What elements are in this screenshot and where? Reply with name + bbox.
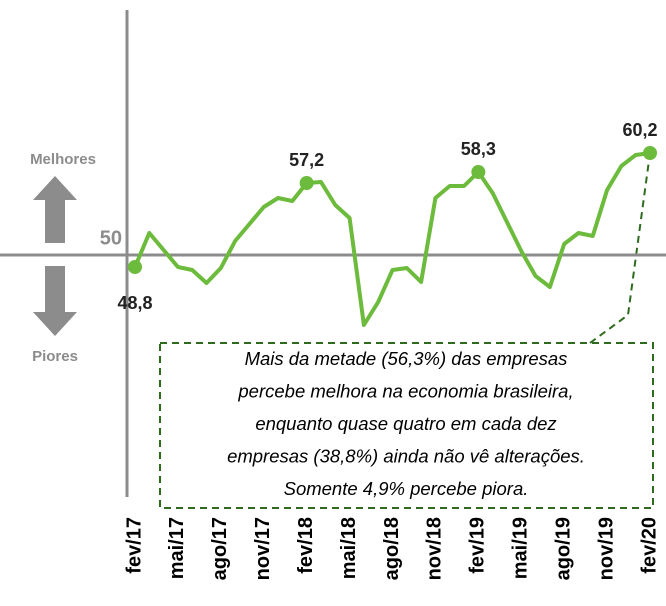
up-arrow bbox=[33, 176, 77, 243]
marker bbox=[643, 146, 657, 160]
x-tick-label: fev/17 bbox=[123, 517, 145, 574]
x-tick-label: mai/18 bbox=[338, 517, 360, 579]
y-tick-label: 50 bbox=[100, 227, 122, 249]
line bbox=[133, 151, 651, 327]
x-tick-label: fev/20 bbox=[638, 517, 660, 574]
value-label: 48,8 bbox=[117, 293, 152, 313]
annotation-text: empresas (38,8%) ainda não vê alterações… bbox=[227, 445, 585, 466]
annotation-text: percebe melhora na economia brasileira, bbox=[237, 380, 573, 401]
up-label: Melhores bbox=[30, 151, 96, 168]
annotation-text: enquanto quase quatro em cada dez bbox=[255, 413, 556, 434]
x-tick-label: mai/17 bbox=[166, 517, 188, 579]
x-tick-label: ago/17 bbox=[209, 517, 231, 580]
marker bbox=[128, 260, 142, 274]
x-tick-label: ago/18 bbox=[381, 517, 403, 580]
value-label: 57,2 bbox=[289, 150, 324, 170]
x-tick-label: ago/19 bbox=[552, 517, 574, 580]
x-tick-label: mai/19 bbox=[510, 517, 532, 579]
down-arrow bbox=[33, 266, 77, 336]
x-tick-label: fev/18 bbox=[295, 517, 317, 574]
x-tick-label: nov/18 bbox=[424, 517, 446, 580]
marker bbox=[471, 165, 486, 179]
x-tick-label: nov/19 bbox=[595, 517, 617, 580]
x-tick-label: fev/19 bbox=[467, 517, 489, 574]
annotation-box bbox=[159, 342, 654, 509]
x-tick-label: nov/17 bbox=[252, 517, 274, 580]
annotation-text: Mais da metade (56,3%) das empresas bbox=[245, 348, 568, 369]
value-label: 58,3 bbox=[461, 139, 496, 159]
down-label: Piores bbox=[32, 348, 78, 365]
value-label: 60,2 bbox=[622, 120, 657, 140]
annotation-text: Somente 4,9% percebe piora. bbox=[284, 478, 529, 499]
marker bbox=[299, 176, 314, 190]
leader-line bbox=[589, 152, 651, 344]
